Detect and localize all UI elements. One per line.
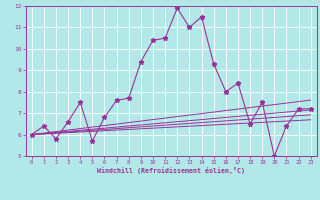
X-axis label: Windchill (Refroidissement éolien,°C): Windchill (Refroidissement éolien,°C): [97, 167, 245, 174]
